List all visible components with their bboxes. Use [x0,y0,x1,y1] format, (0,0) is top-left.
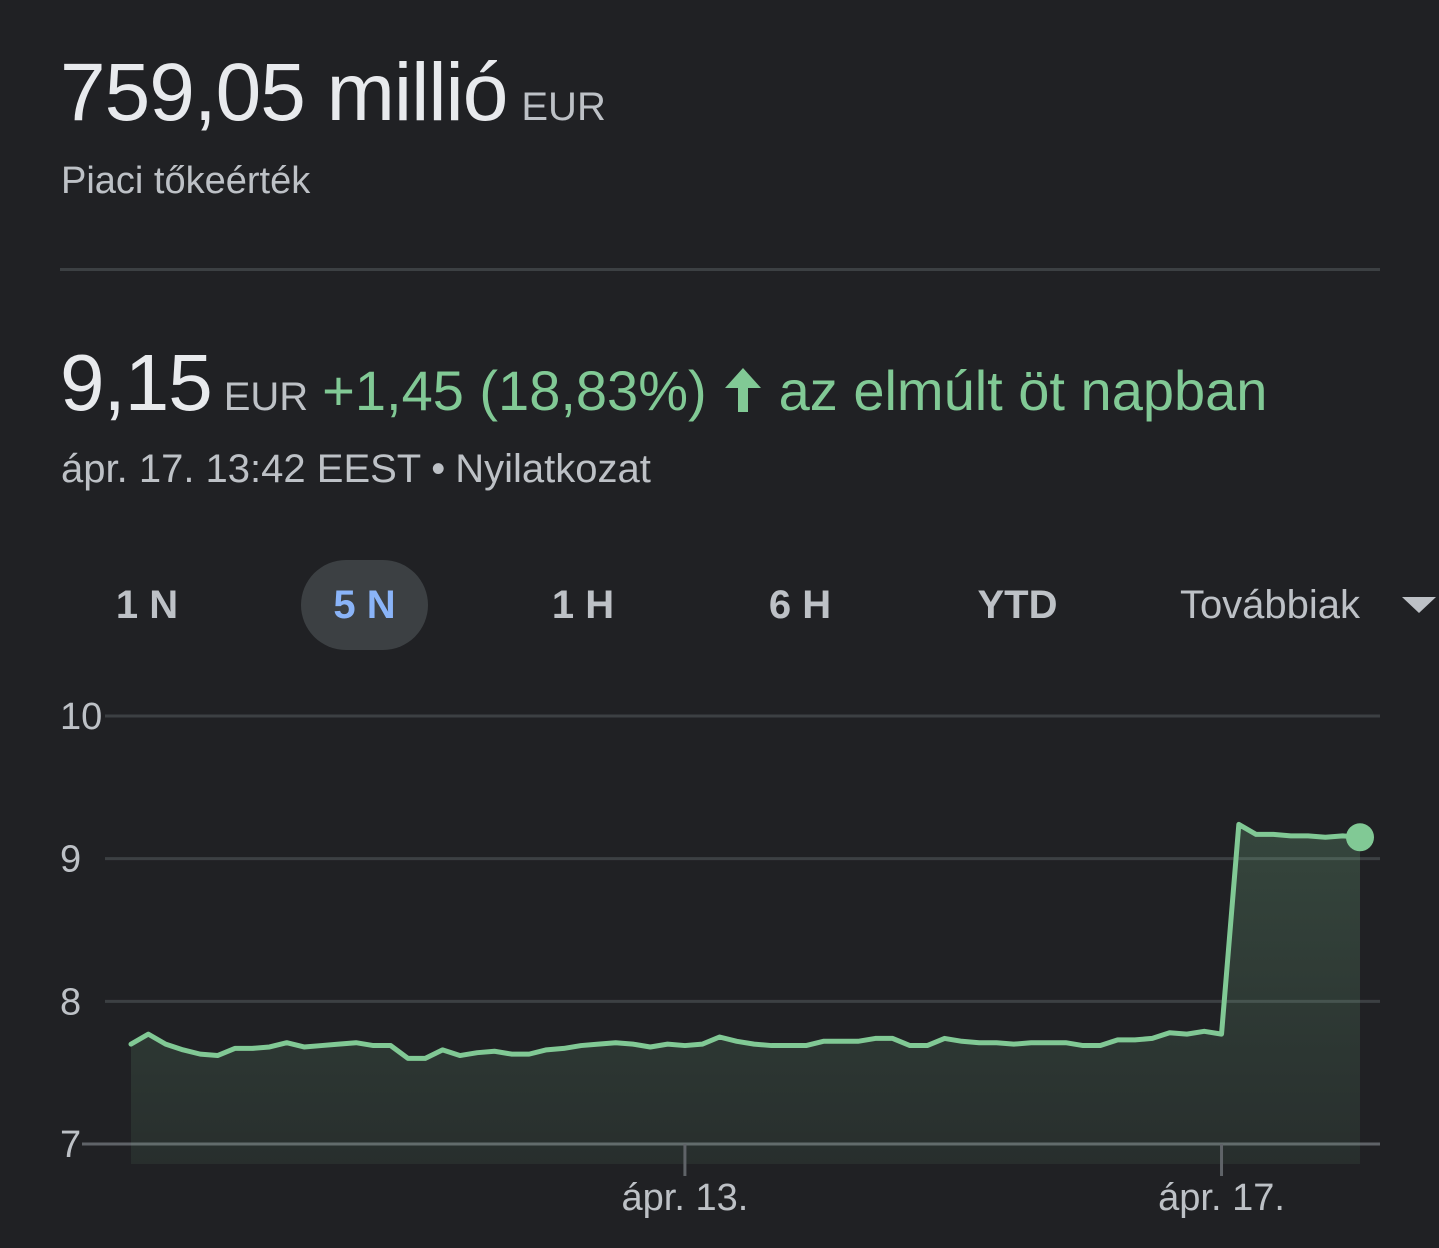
tab-5-days[interactable]: 5 N [301,560,428,650]
x-tick-label: ápr. 13. [622,1177,749,1219]
caret-down-icon[interactable] [1402,597,1436,613]
tab-1-day[interactable]: 1 N [115,583,179,627]
price-area-fill [131,824,1360,1164]
y-tick-label: 7 [60,1124,81,1166]
quote-timestamp: ápr. 17. 13:42 EEST [61,447,422,491]
arrow-up-icon [721,366,765,418]
tab-6-months[interactable]: 6 H [768,583,832,627]
divider [60,268,1380,271]
timestamp-row: ápr. 17. 13:42 EEST • Nyilatkozat [61,447,651,492]
disclaimer-link[interactable]: Nyilatkozat [455,447,651,491]
price-chart: 10 9 8 7 ápr. 13. ápr. 17. [60,696,1380,1219]
y-tick-label: 9 [60,839,81,881]
price-row: 9,15 EUR +1,45 (18,83%) az elmúlt öt napban [60,343,1267,423]
price-currency: EUR [223,375,309,419]
change-period: az elmúlt öt napban [778,359,1268,422]
tab-ytd[interactable]: YTD [977,583,1058,627]
market-cap-value: 759,05 millió EUR [60,52,606,134]
y-tick-label: 8 [60,981,81,1023]
range-tabs: 1 N 5 N 1 H 6 H YTD Továbbiak [0,560,1439,650]
current-price: 9,15 [60,338,213,427]
market-cap-label: Piaci tőkeérték [61,160,311,202]
price-change: +1,45 (18,83%) [322,359,707,422]
y-tick-label: 10 [60,696,102,738]
separator-dot: • [431,447,446,491]
tab-1-month[interactable]: 1 H [551,583,615,627]
latest-price-point [1346,823,1374,852]
price-line [128,821,1363,1061]
more-ranges-dropdown[interactable]: Továbbiak [1179,583,1361,627]
market-cap-amount: 759,05 millió [60,47,508,138]
x-tick-label: ápr. 17. [1158,1177,1285,1219]
market-cap-currency: EUR [521,85,606,129]
